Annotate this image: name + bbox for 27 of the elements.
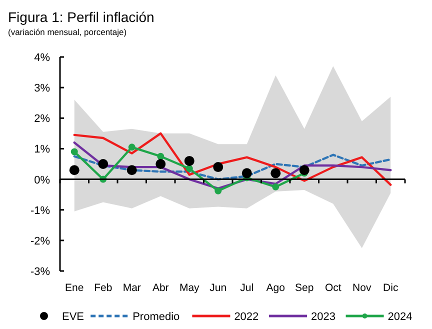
y-tick-label: 2% bbox=[34, 113, 50, 126]
y-tick-label: 1% bbox=[34, 144, 50, 156]
x-tick-label: Dic bbox=[383, 282, 398, 294]
x-tick-label: Mar bbox=[122, 282, 142, 294]
y-tick-label: -3% bbox=[30, 266, 50, 278]
legend-label: 2022 bbox=[234, 311, 259, 323]
y-tick-label: -1% bbox=[30, 204, 50, 217]
x-tick-label: Jul bbox=[240, 282, 254, 294]
legend-label: 2023 bbox=[311, 311, 336, 323]
x-tick-label: Feb bbox=[94, 282, 112, 294]
x-tick-label: Abr bbox=[152, 282, 170, 294]
chart-subtitle: (variación mensual, porcentaje) bbox=[8, 27, 127, 37]
legend-label: EVE bbox=[62, 311, 84, 323]
y-tick-label: 0% bbox=[34, 174, 50, 186]
chart-title: Figura 1: Perfil inflación bbox=[8, 9, 154, 25]
x-tick-label: Ago bbox=[266, 282, 286, 294]
x-tick-label: May bbox=[179, 282, 200, 294]
x-tick-label: Oct bbox=[324, 282, 342, 294]
x-tick-label: Sep bbox=[295, 282, 314, 294]
x-tick-label: Ene bbox=[65, 282, 84, 294]
y-tick-label: 4% bbox=[34, 52, 50, 64]
legend-label: 2024 bbox=[388, 311, 412, 323]
y-tick-label: -2% bbox=[30, 235, 50, 248]
x-tick-label: Nov bbox=[352, 282, 372, 294]
legend-label: Promedio bbox=[132, 311, 180, 323]
y-tick-label: 3% bbox=[34, 82, 50, 95]
x-tick-label: Jun bbox=[210, 282, 227, 294]
